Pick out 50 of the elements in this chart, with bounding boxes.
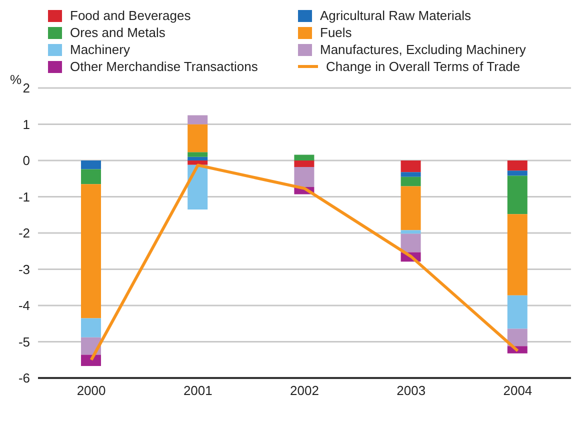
bar [81, 160, 101, 170]
legend-label: Agricultural Raw Materials [320, 8, 471, 23]
legend-label: Fuels [320, 25, 352, 40]
y-tick-label: -2 [18, 226, 30, 241]
legend-label: Manufactures, Excluding Machinery [320, 42, 526, 57]
x-tick-label: 2001 [183, 383, 212, 398]
y-tick-label: -4 [18, 298, 30, 314]
bar [507, 170, 528, 176]
bar [294, 167, 314, 187]
x-tick-label: 2002 [290, 383, 319, 398]
legend-label: Other Merchandise Transactions [70, 59, 258, 74]
y-tick-label: -5 [18, 334, 30, 350]
y-axis-title: % [10, 72, 22, 87]
y-tick-label: -3 [18, 262, 30, 277]
bar [507, 295, 528, 329]
y-tick-label: -1 [18, 189, 30, 204]
bar [507, 214, 528, 296]
bar [188, 152, 208, 157]
y-tick-label: 1 [22, 116, 30, 132]
bar [507, 160, 528, 171]
bar [400, 234, 421, 252]
legend-label: Ores and Metals [70, 25, 166, 40]
y-tick-label: -6 [18, 370, 30, 386]
y-tick-label: 2 [22, 80, 30, 96]
x-tick-label: 2000 [76, 383, 106, 398]
bar [400, 160, 421, 172]
bar [188, 156, 208, 160]
y-tick-label: 0 [22, 153, 30, 168]
bar [507, 176, 528, 214]
x-tick-label: 2004 [503, 383, 532, 398]
bar [188, 164, 208, 210]
bar [81, 184, 101, 318]
bar [294, 160, 314, 168]
bar [400, 230, 421, 234]
bar [400, 176, 421, 186]
bar [400, 186, 421, 230]
legend-label: Food and Beverages [70, 8, 191, 23]
bar [188, 115, 208, 124]
bar [294, 154, 314, 160]
bar [400, 172, 421, 177]
line-series [90, 164, 520, 362]
bar [507, 328, 528, 346]
legend-label: Machinery [70, 42, 130, 57]
legend-label: Change in Overall Terms of Trade [326, 59, 520, 74]
bar [188, 124, 208, 152]
bar [81, 318, 101, 338]
bar [81, 354, 101, 366]
bar [188, 160, 208, 165]
x-tick-label: 2003 [396, 383, 426, 398]
bar [81, 169, 101, 184]
